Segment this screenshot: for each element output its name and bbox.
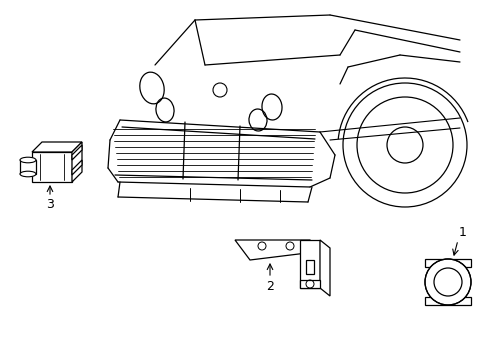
Polygon shape bbox=[299, 240, 319, 288]
Ellipse shape bbox=[20, 171, 36, 177]
Text: 2: 2 bbox=[265, 279, 273, 292]
Polygon shape bbox=[20, 160, 36, 174]
Circle shape bbox=[433, 268, 461, 296]
Polygon shape bbox=[424, 259, 470, 267]
Polygon shape bbox=[32, 152, 72, 182]
Polygon shape bbox=[305, 260, 313, 274]
Polygon shape bbox=[32, 142, 82, 152]
Text: 1: 1 bbox=[458, 225, 466, 239]
Polygon shape bbox=[424, 297, 470, 305]
Text: 3: 3 bbox=[46, 198, 54, 211]
Polygon shape bbox=[72, 145, 82, 160]
Circle shape bbox=[424, 259, 470, 305]
Ellipse shape bbox=[20, 157, 36, 163]
Polygon shape bbox=[72, 142, 82, 182]
Polygon shape bbox=[299, 280, 319, 288]
Polygon shape bbox=[319, 240, 329, 296]
Polygon shape bbox=[235, 240, 314, 260]
Polygon shape bbox=[72, 160, 82, 175]
